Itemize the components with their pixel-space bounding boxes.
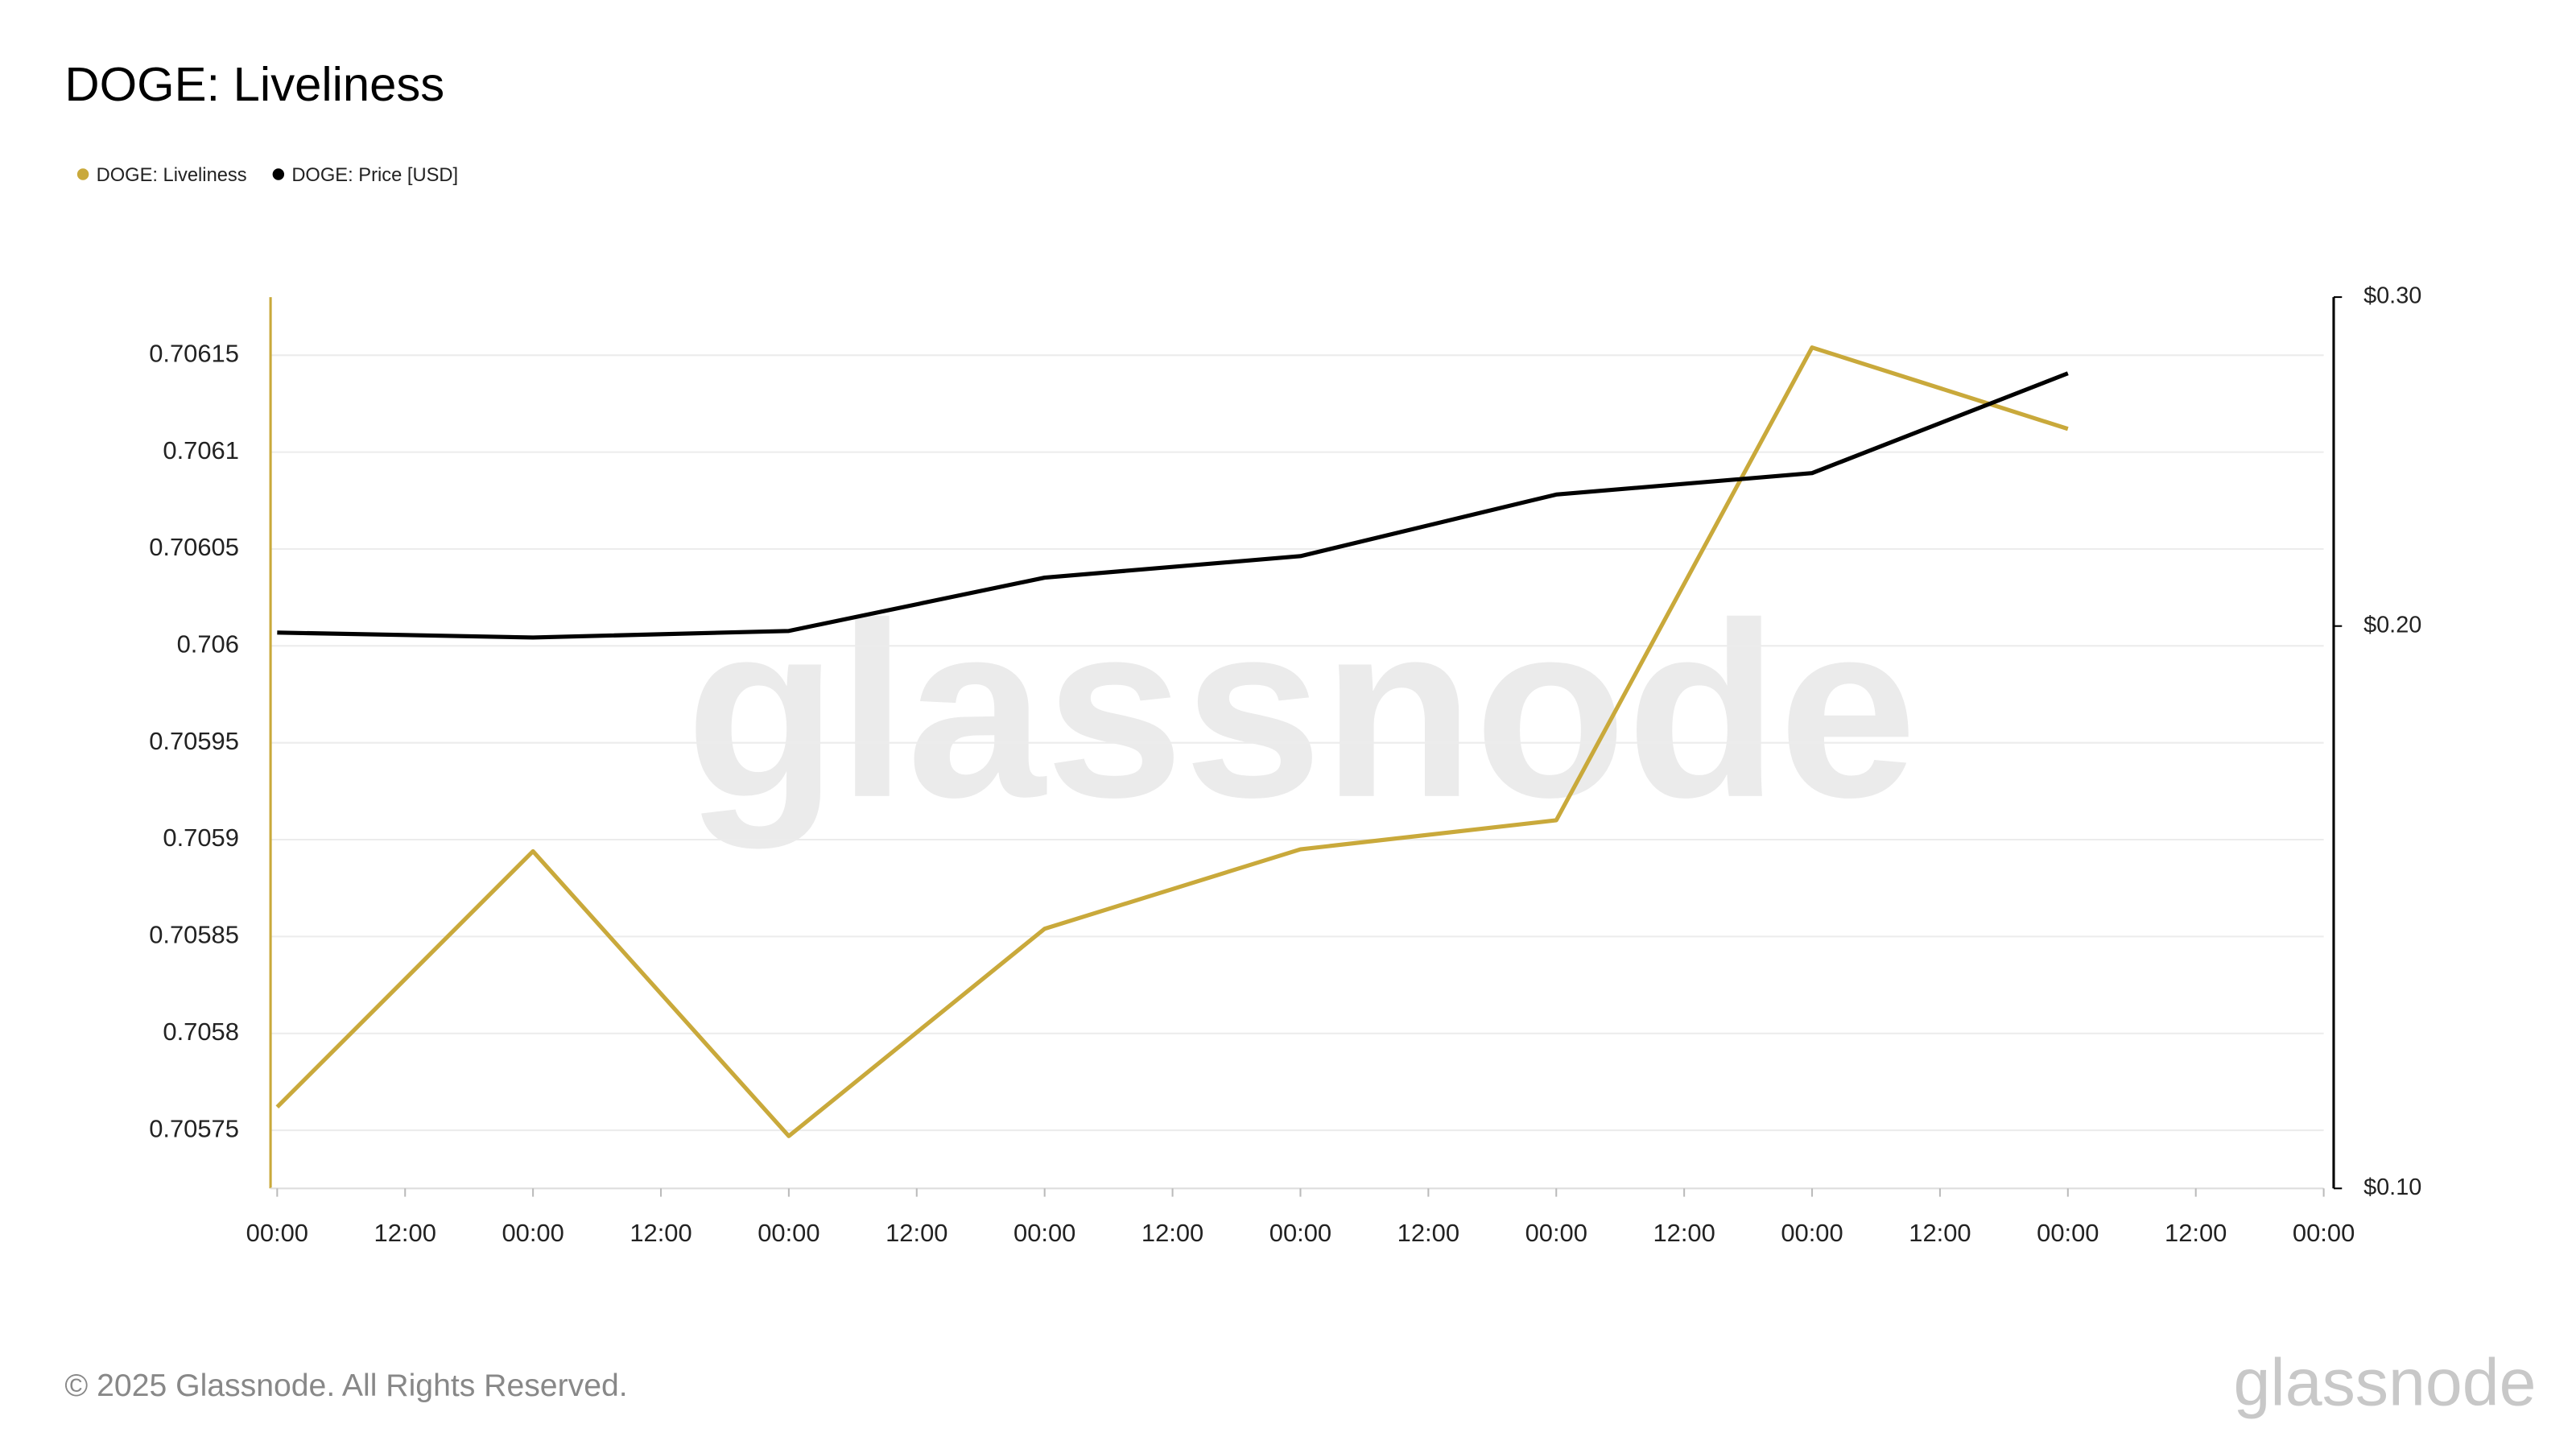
legend-label: DOGE: Liveliness [97,165,247,186]
watermark: glassnode [686,571,1918,851]
y-tick-label: 0.7058 [163,1018,239,1046]
y2-tick-label: $0.30 [2363,283,2421,309]
series-line [275,345,2069,1138]
series-line [277,371,2069,640]
y-tick-label: 0.70595 [149,727,239,755]
y-tick-label: 0.70585 [149,921,239,949]
y-tick-label: 0.70615 [149,339,239,367]
x-tick-label: 00:00 [246,1219,308,1247]
x-tick-label: 00:00 [758,1219,819,1247]
chart-title: DOGE: Liveliness [64,57,444,111]
legend-marker [272,168,285,180]
x-tick-label: 12:00 [630,1219,691,1247]
x-tick-label: 12:00 [2165,1219,2227,1247]
x-tick-label: 00:00 [1013,1219,1075,1247]
x-tick-label: 12:00 [1909,1219,1971,1247]
y-tick-label: 0.70605 [149,533,239,561]
x-tick-label: 00:00 [1525,1219,1587,1247]
y2-tick-label: $0.20 [2363,612,2421,638]
legend-marker [76,168,89,180]
y-tick-label: 0.7061 [163,436,239,464]
x-tick-label: 00:00 [2293,1219,2355,1247]
x-tick-label: 12:00 [886,1219,947,1247]
y-tick-label: 0.70575 [149,1114,239,1142]
logo: glassnode [2234,1345,2537,1419]
x-tick-label: 00:00 [1781,1219,1843,1247]
x-tick-label: 00:00 [1269,1219,1331,1247]
x-tick-label: 12:00 [374,1219,436,1247]
x-tick-label: 12:00 [1397,1219,1459,1247]
x-tick-label: 12:00 [1653,1219,1715,1247]
y-tick-label: 0.7059 [163,824,239,852]
x-tick-label: 00:00 [502,1219,564,1247]
x-tick-label: 12:00 [1141,1219,1203,1247]
footer: © 2025 Glassnode. All Rights Reserved. [64,1368,627,1403]
legend-label: DOGE: Price [USD] [291,165,458,186]
y2-tick-label: $0.10 [2363,1174,2421,1200]
x-tick-label: 00:00 [2037,1219,2099,1247]
y-tick-label: 0.706 [177,630,239,658]
